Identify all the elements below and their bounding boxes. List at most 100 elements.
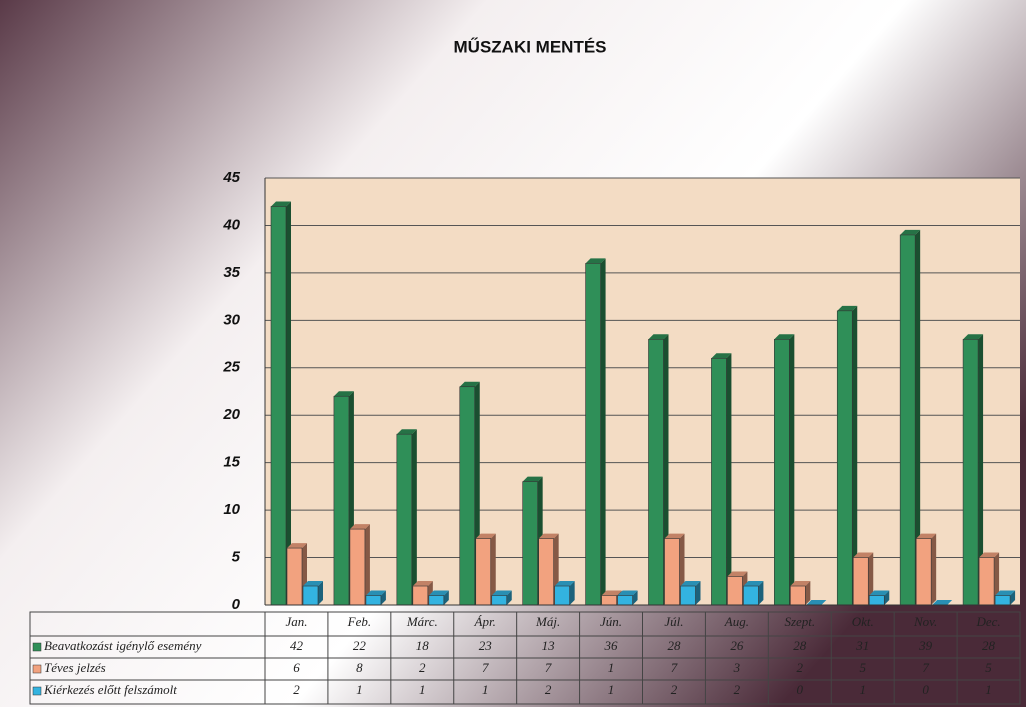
bar-side (600, 258, 606, 605)
bar-top (900, 229, 921, 235)
bar-side (569, 581, 575, 605)
x-tick-label: Dec. (975, 614, 1000, 629)
table-cell: 7 (671, 660, 678, 675)
bar (365, 595, 382, 606)
bar-top (601, 590, 622, 596)
bar (899, 234, 916, 606)
x-tick-label: Ápr. (474, 614, 496, 629)
table-cell: 28 (793, 638, 807, 653)
bar-top (303, 581, 323, 587)
chart-title: MŰSZAKI MENTÉS (454, 37, 607, 56)
bar-top (554, 581, 575, 587)
bar-side (1010, 590, 1016, 605)
legend-label: Kiérkezés előtt felszámolt (43, 682, 177, 697)
bar (349, 528, 366, 606)
bar (617, 595, 633, 606)
bar (868, 595, 885, 606)
y-tick-label: 5 (232, 549, 241, 566)
legend-swatch (32, 664, 42, 674)
y-tick-label: 45 (222, 169, 240, 186)
x-tick-label: Nov. (913, 614, 937, 629)
table-cell: 2 (419, 660, 426, 675)
bar-top (837, 305, 858, 311)
y-tick-label: 15 (223, 454, 240, 471)
bar-top (396, 429, 417, 435)
bar (680, 585, 696, 606)
bar (475, 538, 492, 606)
x-tick-label: Feb. (347, 614, 371, 629)
x-tick-label: Márc. (406, 614, 438, 629)
table-cell: 28 (667, 638, 681, 653)
y-tick-label: 35 (223, 264, 240, 281)
bar (522, 481, 538, 606)
table-cell: 39 (918, 638, 933, 653)
table-cell: 13 (542, 638, 556, 653)
bar-top (743, 581, 764, 587)
bar-top (522, 476, 543, 482)
bar (648, 339, 664, 606)
bar-side (380, 590, 386, 605)
bar-side (994, 552, 1000, 605)
bar (491, 595, 508, 606)
bar-side (318, 581, 323, 605)
bar-top (869, 590, 890, 596)
table-cell: 1 (419, 682, 426, 697)
bar (396, 433, 413, 606)
bar (994, 595, 1011, 606)
x-tick-label: Aug. (724, 614, 749, 629)
y-tick-label: 20 (222, 406, 240, 423)
bar (538, 538, 554, 606)
x-tick-label: Jún. (600, 614, 622, 629)
bar-top (365, 590, 386, 596)
bar-top (333, 391, 354, 397)
bar-top (491, 590, 512, 596)
table-cell: 3 (733, 660, 741, 675)
table-cell: 42 (290, 638, 304, 653)
y-tick-label: 0 (232, 596, 241, 613)
table-cell: 5 (985, 660, 992, 675)
bar (836, 310, 853, 606)
x-tick-label: Okt. (852, 614, 874, 629)
bar-top (349, 524, 370, 530)
bar-top (916, 533, 937, 539)
x-tick-label: Jan. (285, 614, 307, 629)
bar (727, 576, 743, 606)
bar-top (585, 258, 606, 264)
bar (743, 585, 759, 606)
bar-top (979, 552, 1000, 558)
bar-side (805, 581, 811, 605)
bar-side (411, 429, 417, 605)
bar-side (931, 533, 937, 605)
bar-side (490, 533, 496, 605)
plot-area (265, 178, 1020, 605)
bar-top (459, 381, 480, 387)
bar-top (648, 334, 669, 340)
table-cell: 1 (608, 660, 615, 675)
table-cell: 7 (922, 660, 929, 675)
bar (790, 585, 806, 606)
bar-top (853, 552, 874, 558)
bar (585, 263, 601, 606)
table-cell: 2 (671, 682, 678, 697)
table-cell: 23 (479, 638, 493, 653)
bar-side (868, 552, 874, 605)
bar-top (727, 571, 748, 577)
bar (333, 395, 350, 606)
bar-side (364, 524, 370, 605)
bar (412, 585, 429, 606)
bar-side (286, 201, 291, 605)
table-cell: 28 (982, 638, 996, 653)
bar-top (790, 581, 811, 587)
bar-top (711, 353, 732, 359)
table-cell: 26 (730, 638, 744, 653)
bar-side (506, 590, 512, 605)
bar (978, 557, 995, 606)
bar-top (617, 590, 638, 596)
legend-swatch (32, 642, 42, 652)
bar (554, 585, 570, 606)
bar (270, 206, 287, 606)
bar-top (287, 543, 307, 549)
bar-side (789, 334, 795, 605)
bar-side (443, 590, 449, 605)
